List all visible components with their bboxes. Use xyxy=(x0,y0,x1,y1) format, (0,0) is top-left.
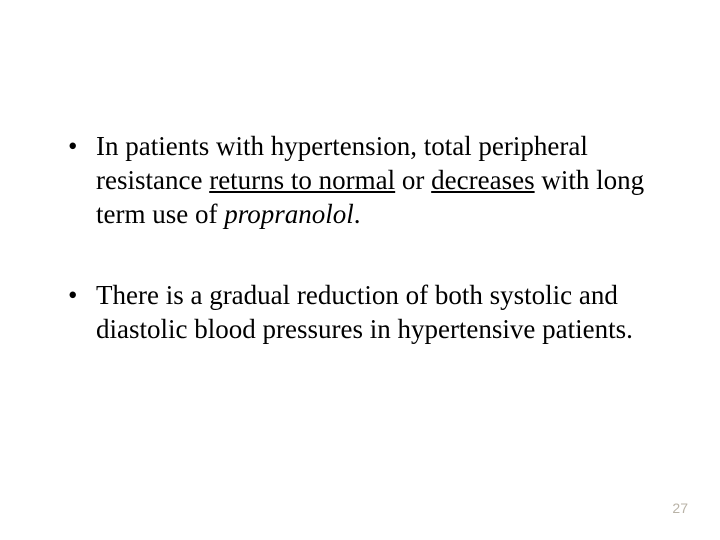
bullet-text-segment: or xyxy=(395,165,431,195)
list-item: There is a gradual reduction of both sys… xyxy=(60,279,660,347)
underlined-text: returns to normal xyxy=(209,165,395,195)
bullet-text: There is a gradual reduction of both sys… xyxy=(96,280,633,344)
page-number: 27 xyxy=(672,500,688,516)
italic-text: propranolol xyxy=(224,199,354,229)
bullet-text-segment: . xyxy=(354,199,361,229)
slide: In patients with hypertension, total per… xyxy=(0,0,720,540)
list-item: In patients with hypertension, total per… xyxy=(60,130,660,231)
underlined-text: decreases xyxy=(431,165,534,195)
bullet-list: In patients with hypertension, total per… xyxy=(60,130,660,347)
